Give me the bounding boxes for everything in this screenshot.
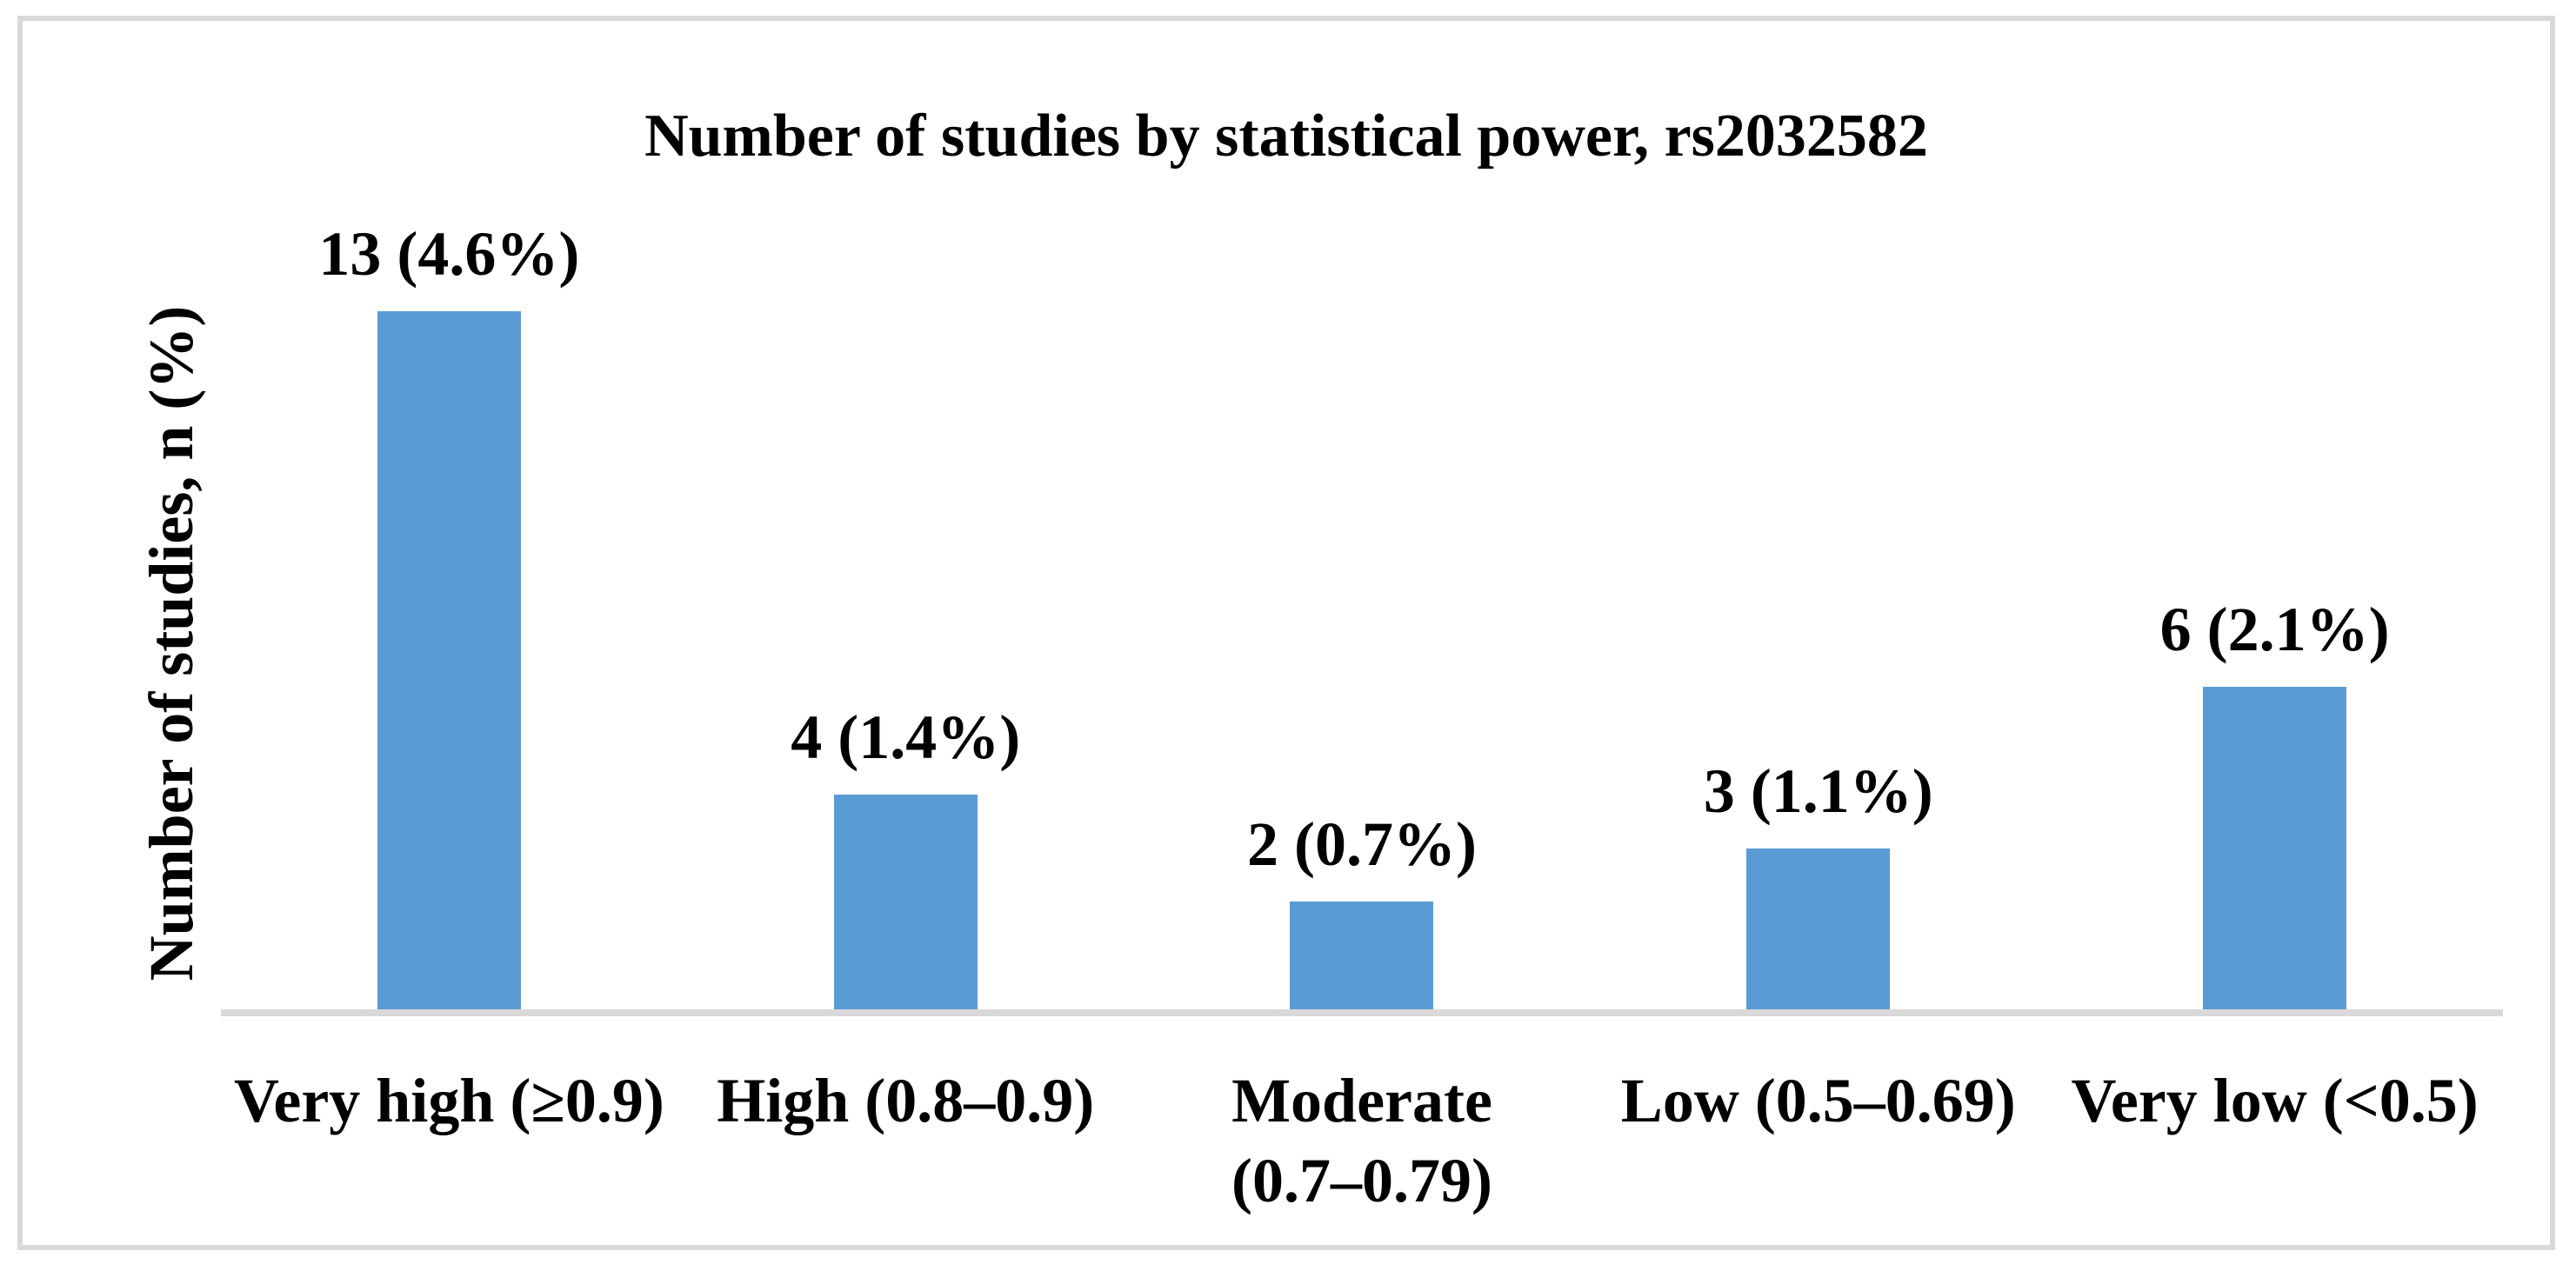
chart-frame: Number of studies by statistical power, … xyxy=(17,16,2555,1250)
x-axis-category-label: Very high (≥0.9) xyxy=(233,1066,664,1135)
bar-group: 2 (0.7%) xyxy=(1134,150,1591,1009)
bar xyxy=(833,795,978,1009)
plot-area: 13 (4.6%) 4 (1.4%) 2 (0.7%) 3 (1.1%) 6 (2.1%… xyxy=(221,150,2503,1009)
bar xyxy=(377,311,521,1009)
bar-value-label: 6 (2.1%) xyxy=(2159,595,2390,664)
x-axis-category-label: High (0.8–0.9) xyxy=(717,1066,1095,1135)
x-axis-category-label: Moderate (0.7–0.79) xyxy=(1231,1066,1492,1216)
bar-group: 6 (2.1%) xyxy=(2046,150,2503,1009)
x-axis-labels: Very high (≥0.9) High (0.8–0.9) Moderate (… xyxy=(221,1061,2503,1221)
chart-title: Number of studies by statistical power, … xyxy=(644,103,1928,170)
bar-group: 3 (1.1%) xyxy=(1590,150,2046,1009)
bar-value-label: 4 (1.4%) xyxy=(791,702,1021,772)
y-axis-title: Number of studies, n (%) xyxy=(137,305,206,982)
bar-value-label: 13 (4.6%) xyxy=(318,219,580,289)
bar-group: 13 (4.6%) xyxy=(221,150,677,1009)
bar-group: 4 (1.4%) xyxy=(677,150,1134,1009)
bar-value-label: 3 (1.1%) xyxy=(1703,756,1933,826)
x-axis-category-label: Low (0.5–0.69) xyxy=(1620,1066,2016,1135)
bar xyxy=(2203,687,2347,1009)
x-axis-line xyxy=(221,1009,2503,1016)
bar-value-label: 2 (0.7%) xyxy=(1247,809,1477,879)
bar xyxy=(1746,848,1891,1009)
bar xyxy=(1290,902,1434,1009)
x-axis-category-label: Very low (<0.5) xyxy=(2071,1066,2479,1135)
